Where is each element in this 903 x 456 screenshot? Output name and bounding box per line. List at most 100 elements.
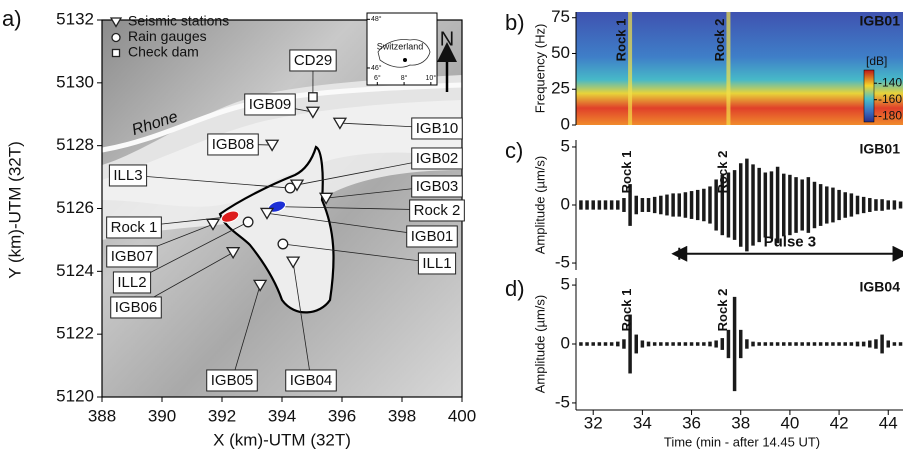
station-label-box	[108, 164, 148, 187]
colorbar-label: [dB]	[866, 54, 887, 68]
station-label: IGB01	[411, 228, 454, 245]
inset-x-tick-label: 8°	[401, 74, 408, 82]
station-label: IGB04	[290, 372, 333, 389]
legend-marker	[111, 48, 121, 58]
spectral-stripe	[726, 12, 731, 125]
station-marker	[308, 92, 318, 102]
panel-label: c)	[505, 138, 523, 163]
y-tick-label: 5130	[56, 72, 94, 91]
y-tick-label: 0	[561, 333, 570, 352]
station-label: IGB03	[416, 178, 459, 195]
station-label: IGB02	[416, 150, 459, 167]
legend-label: Rain gauges	[128, 28, 207, 44]
y-tick-label: 50	[551, 43, 570, 62]
rock-label-box	[409, 199, 465, 222]
y-tick-label: 5122	[56, 324, 94, 343]
leader-line	[292, 261, 312, 381]
y-tick-label: 5124	[56, 261, 94, 280]
inset-label: Switzerland	[377, 41, 424, 51]
x-tick-label: 38	[731, 413, 750, 432]
colorbar-tick-label: -160	[878, 92, 902, 106]
legend-label: Check dam	[128, 44, 199, 60]
inset-y-tick-label: 46°	[371, 64, 382, 72]
station-label: IGB08	[212, 136, 255, 153]
station-name: IGB04	[860, 279, 901, 295]
station-label: IGB07	[111, 248, 154, 265]
x-tick-label: 40	[780, 413, 799, 432]
station-marker	[285, 256, 301, 269]
y-tick-label: 75	[551, 7, 570, 26]
north-label: N	[440, 28, 454, 50]
rock-label: Rock 2	[414, 202, 461, 219]
annotation: Rock 1	[614, 19, 629, 62]
legend-label: Seismic stations	[128, 13, 229, 29]
panel-label: a)	[2, 6, 22, 31]
station-label-box	[112, 271, 152, 294]
spectral-stripe	[628, 12, 633, 125]
station-label: CD29	[294, 52, 332, 69]
station-marker	[332, 117, 348, 130]
annotation: Rock 1	[619, 289, 634, 332]
x-tick-label: 400	[448, 406, 476, 425]
station-label-box	[244, 93, 296, 116]
station-label-box	[411, 175, 463, 198]
y-axis-label: Frequency (Hz)	[532, 24, 547, 114]
station-label: ILL1	[422, 255, 451, 272]
station-marker	[277, 238, 289, 250]
station-label-box	[289, 49, 337, 72]
x-tick-label: 42	[830, 413, 849, 432]
leader-line	[131, 221, 249, 283]
legend-marker	[109, 17, 123, 28]
x-axis-label: Time (min - after 14.45 UT)	[664, 434, 820, 449]
x-tick-label: 32	[584, 413, 603, 432]
station-label-box	[207, 133, 259, 156]
y-tick-label: 0	[561, 194, 570, 213]
inset-y-tick-label: 48°	[371, 15, 382, 23]
station-label-box	[411, 117, 463, 140]
station-label-box	[106, 245, 158, 268]
y-tick-label: 5128	[56, 135, 94, 154]
y-tick-label: 5126	[56, 198, 94, 217]
y-tick-label: 5	[561, 275, 570, 294]
colorbar-tick-label: -140	[878, 75, 902, 89]
station-marker	[318, 192, 334, 205]
station-marker	[205, 218, 221, 231]
y-axis-label: Amplitude (µm/s)	[532, 295, 547, 394]
station-label-box	[406, 225, 458, 248]
station-label: IGB10	[416, 120, 459, 137]
y-tick-label: 0	[561, 114, 570, 133]
y-tick-label: -5	[555, 392, 570, 411]
station-label: ILL3	[113, 167, 142, 184]
station-label-box	[110, 296, 162, 319]
span-label: Pulse 3	[764, 234, 817, 251]
station-name: IGB01	[860, 13, 901, 29]
x-tick-label: 44	[879, 413, 898, 432]
panel-label: d)	[505, 276, 525, 301]
x-tick-label: 394	[268, 406, 296, 425]
inset-x-tick-label: 6°	[374, 74, 381, 82]
station-marker	[252, 279, 268, 292]
x-tick-label: 392	[208, 406, 236, 425]
station-marker	[259, 207, 275, 220]
y-tick-label: 25	[551, 79, 570, 98]
station-marker	[305, 106, 321, 119]
panel-label: b)	[505, 10, 525, 35]
y-tick-label: 5	[561, 136, 570, 155]
leader-line	[282, 243, 438, 264]
y-tick-label: -5	[555, 253, 570, 272]
y-axis-label: Y (km)-UTM (32T)	[5, 141, 24, 279]
station-label-box	[206, 369, 258, 392]
station-marker	[264, 139, 280, 152]
station-marker	[284, 182, 296, 194]
x-tick-label: 388	[88, 406, 116, 425]
switzerland-outline	[377, 39, 431, 68]
leader-line	[266, 212, 433, 237]
station-marker	[225, 247, 241, 260]
station-label: IGB09	[249, 96, 292, 113]
station-marker	[242, 216, 254, 228]
rock-area	[220, 210, 240, 223]
x-tick-label: 398	[388, 406, 416, 425]
annotation: Rock 2	[715, 289, 730, 332]
station-label-box	[285, 369, 337, 392]
